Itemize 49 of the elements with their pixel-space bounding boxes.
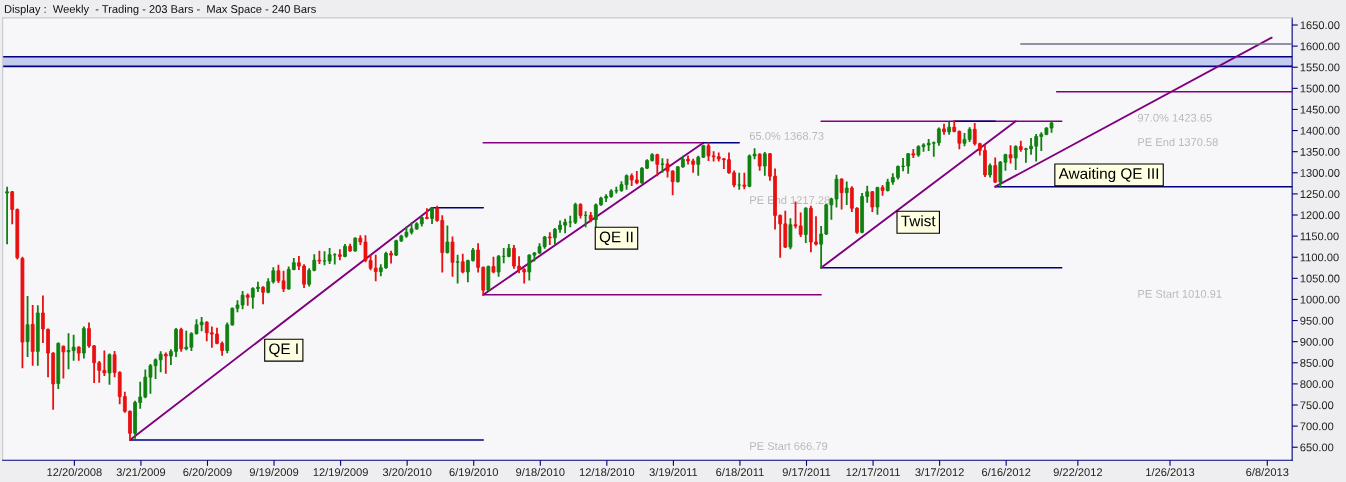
y-tick-label: 1300.00 bbox=[1300, 169, 1340, 177]
x-tick-label: 12/19/2009 bbox=[313, 467, 368, 477]
annotation: QE II bbox=[599, 231, 633, 246]
annotation: PE End 1370.58 bbox=[1138, 137, 1218, 147]
x-tick-label: 9/22/2012 bbox=[1053, 467, 1103, 477]
x-tick-label: 3/17/2012 bbox=[915, 467, 964, 477]
y-tick-label: 1150.00 bbox=[1300, 232, 1339, 241]
y-tick-label: 1550.00 bbox=[1300, 63, 1340, 72]
y-tick-label: 1050.00 bbox=[1300, 274, 1340, 283]
x-tick-label: 6/18/2011 bbox=[716, 467, 764, 477]
annotation: QE I bbox=[269, 343, 298, 357]
x-tick-label: 6/8/2013 bbox=[1246, 467, 1289, 477]
y-tick-label: 1650.00 bbox=[1300, 21, 1340, 30]
y-tick-label: 1250.00 bbox=[1300, 190, 1340, 199]
x-tick-label: 9/17/2011 bbox=[782, 467, 831, 477]
y-tick-label: 650.00 bbox=[1300, 443, 1334, 452]
y-tick-label: 900.00 bbox=[1300, 337, 1334, 346]
x-tick-label: 3/20/2010 bbox=[382, 467, 432, 477]
y-tick-label: 1600.00 bbox=[1300, 42, 1340, 51]
x-tick-label: 1/26/2013 bbox=[1146, 467, 1195, 477]
x-tick-label: 6/19/2010 bbox=[449, 467, 498, 477]
y-tick-label: 1450.00 bbox=[1300, 105, 1340, 114]
annotation: 97.0% 1423.65 bbox=[1137, 113, 1212, 122]
annotation: 65.0% 1368.73 bbox=[749, 131, 824, 140]
y-tick-label: 800.00 bbox=[1300, 380, 1334, 389]
y-tick-label: 1400.00 bbox=[1300, 126, 1340, 135]
annotation: Twist bbox=[901, 215, 936, 227]
y-tick-label: 1000.00 bbox=[1300, 295, 1340, 304]
x-tick-label: 3/19/2011 bbox=[649, 467, 698, 477]
annotation: PE Start 1010.91 bbox=[1138, 289, 1222, 298]
x-tick-label: 9/19/2009 bbox=[249, 467, 299, 477]
y-tick-label: 1500.00 bbox=[1300, 84, 1340, 93]
x-tick-label: 12/17/2011 bbox=[846, 467, 900, 477]
chart-title: Display : Weekly - Trading - 203 Bars - Max Space - 240 Bars bbox=[4, 4, 316, 16]
x-tick-label: 12/20/2008 bbox=[47, 467, 102, 477]
x-tick-label: 3/21/2009 bbox=[116, 467, 166, 477]
x-tick-label: 12/18/2010 bbox=[579, 467, 635, 477]
y-tick-label: 1100.00 bbox=[1300, 253, 1339, 262]
annotation: Awaiting QE III bbox=[1058, 167, 1159, 183]
y-tick-label: 750.00 bbox=[1300, 401, 1334, 410]
y-tick-label: 700.00 bbox=[1300, 422, 1334, 431]
x-tick-label: 6/16/2012 bbox=[982, 467, 1031, 477]
y-tick-label: 1200.00 bbox=[1300, 211, 1340, 220]
y-tick-label: 950.00 bbox=[1300, 316, 1334, 325]
y-tick-label: 1350.00 bbox=[1300, 147, 1340, 156]
annotation: PE Start 666.79 bbox=[750, 442, 828, 451]
x-tick-label: 9/18/2010 bbox=[516, 467, 565, 477]
x-tick-label: 6/20/2009 bbox=[183, 467, 232, 477]
y-tick-label: 850.00 bbox=[1300, 359, 1334, 367]
